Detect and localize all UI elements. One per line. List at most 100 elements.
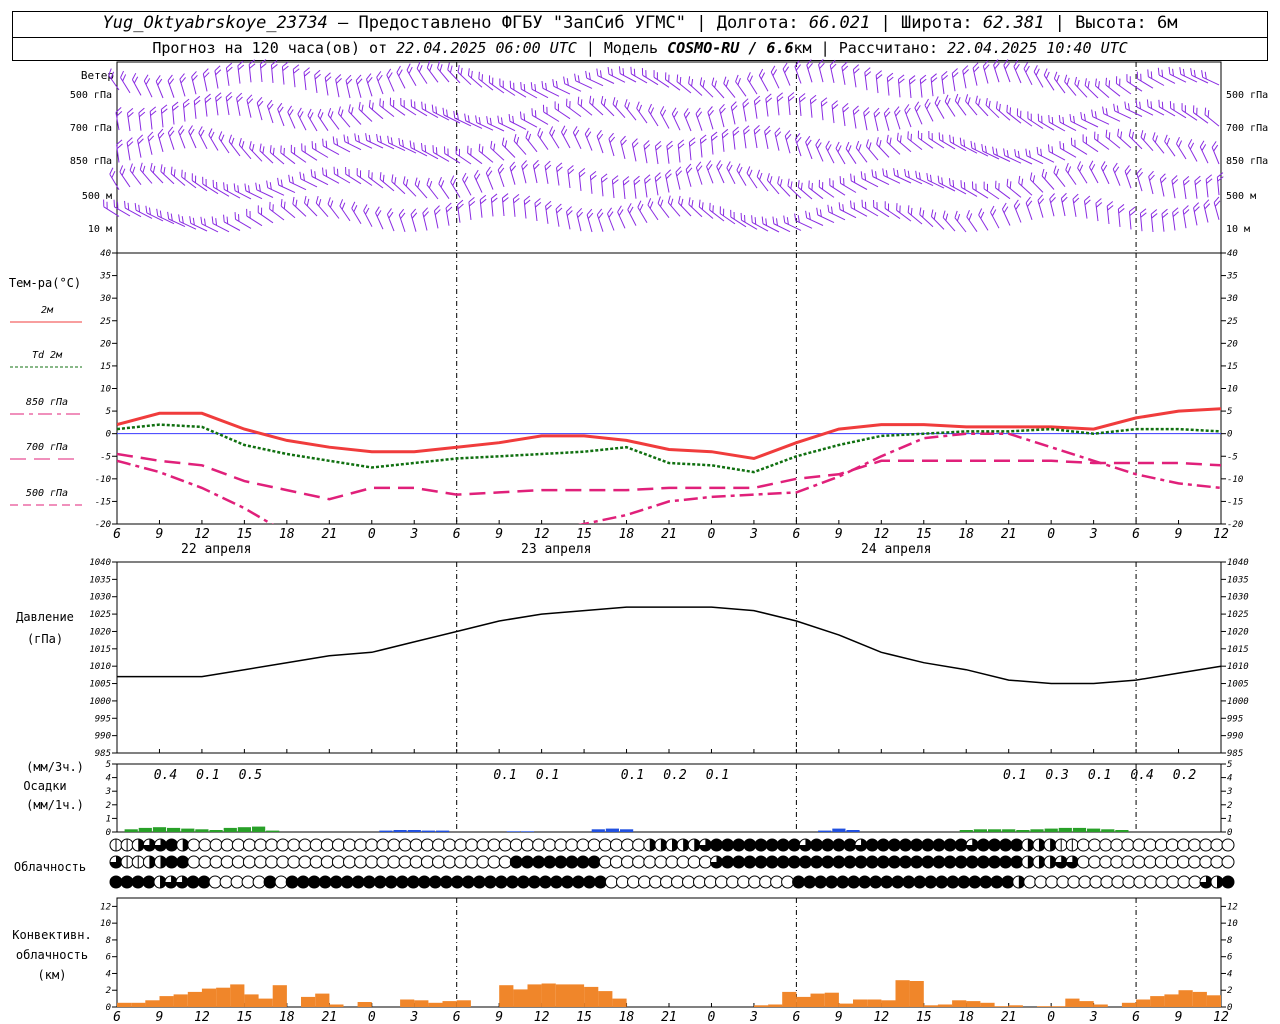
wind-barb-feather <box>675 166 682 173</box>
precip-bar <box>1030 829 1044 832</box>
cloud-symbol <box>832 855 846 869</box>
cloud-symbol <box>854 838 868 852</box>
wind-barb-feather <box>772 69 778 76</box>
wind-barb-feather <box>644 144 651 150</box>
cloud-fill-full <box>543 856 556 868</box>
convective-axis-hour-label: 0 <box>368 1010 376 1024</box>
wind-barb <box>711 77 725 99</box>
wind-barb <box>586 208 594 233</box>
wind-barb <box>236 92 243 116</box>
wind-barb <box>820 97 828 121</box>
wind-barb-staff <box>520 118 538 128</box>
cloud-circle <box>1088 838 1102 852</box>
cloud-fill-full <box>176 856 189 868</box>
wind-barb <box>343 134 362 151</box>
wind-barb-feather <box>907 170 910 178</box>
wind-barb <box>983 181 1000 200</box>
wind-barb-staff <box>179 221 197 230</box>
precip-bar <box>1072 827 1087 832</box>
wind-barb-feather <box>829 59 836 66</box>
wind-barb <box>618 66 637 83</box>
wind-barb-feather <box>249 63 256 69</box>
wind-barb-feather <box>566 206 572 212</box>
pressure-axis-tick-label-right: 1015 <box>1227 645 1249 655</box>
temp-axis-tick-label-left: 0 <box>106 430 111 440</box>
convective-bar <box>569 984 585 1007</box>
temp-axis-hour-label: 9 <box>1175 527 1183 542</box>
cloud-symbol <box>765 838 779 852</box>
wind-barb-feather <box>944 94 949 102</box>
temp-axis-hour-label: 15 <box>916 527 932 542</box>
wind-barb-feather <box>1213 196 1220 203</box>
wind-barb-staff <box>716 166 725 184</box>
wind-barb-feather <box>683 108 689 115</box>
wind-barb-feather <box>237 185 240 193</box>
cloud-symbol <box>687 855 701 869</box>
wind-barb-staff <box>1082 141 1099 153</box>
wind-barb-staff <box>1205 179 1209 198</box>
wind-barb-feather <box>689 137 696 143</box>
wind-barb-staff <box>1203 204 1209 223</box>
wind-barb <box>256 96 264 121</box>
wind-barb-feather <box>155 75 161 82</box>
wind-barb <box>751 215 769 232</box>
cloud-symbol <box>1065 838 1079 852</box>
wind-barb-feather <box>545 82 547 91</box>
wind-level-label-left: 700 гПа <box>70 123 112 134</box>
wind-barb-staff <box>695 113 703 131</box>
cloud-symbol <box>1144 875 1158 889</box>
cloud-fill-full <box>539 876 552 888</box>
wind-barb-staff <box>1013 66 1022 84</box>
wind-barb-staff <box>143 80 153 98</box>
wind-barb <box>567 165 575 189</box>
precip-total-label: 0.4 <box>1130 768 1153 783</box>
wind-barb-staff <box>403 183 417 197</box>
wind-barb <box>450 175 461 198</box>
cloud-symbol <box>990 875 1004 889</box>
wind-barb-feather <box>167 74 173 82</box>
cloud-symbol <box>1111 875 1125 889</box>
wind-barb-staff <box>478 78 494 91</box>
wind-barb <box>612 97 626 119</box>
temp-axis-tick-label-right: 40 <box>1227 249 1238 259</box>
convective-bar <box>1008 1005 1023 1007</box>
wind-barb-feather <box>455 146 457 154</box>
wind-barb-staff <box>545 205 549 224</box>
wind-barb-feather <box>428 180 433 189</box>
wind-barb-staff <box>259 150 274 164</box>
wind-barb-feather <box>205 97 212 104</box>
legend-label: 700 гПа <box>26 442 68 453</box>
wind-barb-feather <box>183 102 190 109</box>
wind-barb-staff <box>534 203 538 222</box>
cloud-symbol <box>616 875 629 889</box>
precip-total-label: 0.5 <box>239 768 263 783</box>
wind-barb-staff <box>223 189 241 199</box>
wind-barb-feather <box>772 216 775 224</box>
wind-barb-feather <box>647 198 652 206</box>
wind-barb-staff <box>521 88 538 99</box>
wind-barb-feather <box>367 77 373 84</box>
wind-barb-feather <box>1178 140 1183 148</box>
wind-barb-feather <box>946 97 951 105</box>
wind-barb-feather <box>271 60 278 66</box>
cloud-symbol <box>509 855 523 869</box>
wind-barb-feather <box>711 77 715 85</box>
wind-barb-staff <box>1083 200 1088 219</box>
wind-barb-feather <box>788 96 795 102</box>
wind-barb-feather <box>322 138 324 146</box>
wind-barb-staff <box>157 134 164 153</box>
cloud-circle <box>715 875 728 889</box>
wind-barb <box>798 93 806 116</box>
wind-barb-feather <box>247 98 254 105</box>
wind-barb <box>797 180 813 200</box>
wind-barb-staff <box>426 67 439 83</box>
cloud-symbol <box>704 875 717 889</box>
wind-barb-feather <box>121 168 126 176</box>
wind-barb <box>825 140 835 164</box>
wind-barb-staff <box>1018 182 1033 196</box>
wind-barb-feather <box>685 163 692 170</box>
wind-barb-staff <box>732 131 736 150</box>
wind-barb-feather <box>282 65 289 72</box>
wind-barb-feather <box>467 115 470 123</box>
cloud-fill-full <box>755 856 767 868</box>
